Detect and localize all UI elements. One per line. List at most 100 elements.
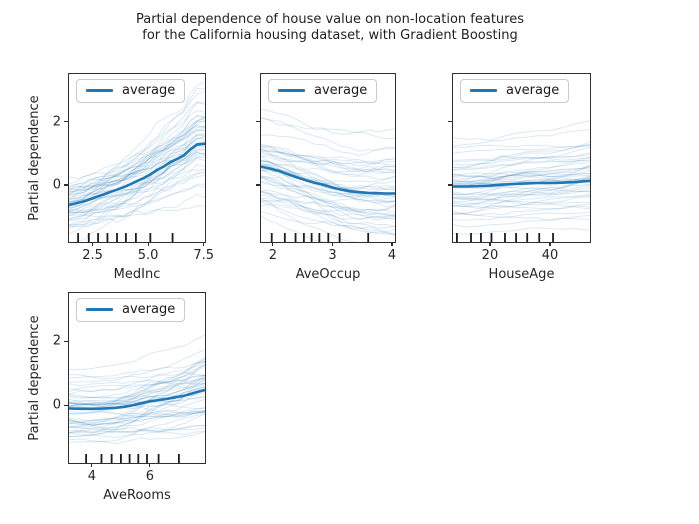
legend: average [76,298,186,322]
x-tick-label: 5.0 [137,248,159,263]
ice-line [69,144,205,187]
ice-line [453,164,590,199]
ice-line [261,200,395,217]
ice-line [69,364,205,421]
ice-line [261,202,395,233]
y-tick-mark [448,184,452,186]
ice-line [69,378,205,434]
ice-line [69,406,205,425]
plot-canvas-medinc [69,82,205,242]
ice-line [69,118,205,197]
ice-line [453,141,590,168]
ice-line [453,178,590,185]
y-tick-label: 0 [52,177,61,193]
ice-line [261,175,395,201]
ice-line [261,176,395,215]
decile-marks [77,233,174,242]
ice-line [261,117,395,152]
x-tick-mark [489,242,491,246]
ice-line [69,193,205,230]
ice-line [69,82,205,191]
ice-line [261,160,395,191]
ice-line [453,177,590,187]
ice-line [69,383,205,426]
x-tick-mark [331,242,334,246]
x-tick-mark [549,242,551,246]
ice-line [453,189,590,196]
ice-line [69,360,205,392]
y-tick-mark [64,404,68,406]
ice-line [453,155,590,161]
ice-line [69,377,205,406]
ice-line [261,162,395,204]
ice-line [69,184,205,216]
ice-line [69,158,205,221]
plot-canvas-houseage [453,120,590,242]
ice-line [261,143,395,173]
ice-lines [453,120,590,235]
ice-line [69,144,205,198]
ice-line [69,163,205,226]
legend-label: average [122,302,176,317]
ice-line [453,198,590,210]
ice-line [69,116,205,203]
ice-line [69,376,205,408]
x-axis-label: AveRooms [103,488,171,503]
x-tick-label: 3 [328,248,337,263]
ice-line [69,156,205,203]
ice-line [261,146,395,165]
ice-line [69,395,205,406]
legend: average [268,79,378,103]
average-line [453,179,590,188]
ice-line [69,143,205,222]
y-tick-mark [64,340,68,342]
figure-title: Partial dependence of house value on non… [0,12,660,44]
ice-line [69,398,205,429]
ice-line [69,152,205,207]
ice-line [453,152,590,166]
ice-line [453,172,590,184]
legend-line-swatch [86,308,113,311]
x-axis-label: MedInc [113,267,161,282]
ice-line [261,168,395,212]
ice-line [453,166,590,178]
decile-marks [85,454,180,463]
ice-line [453,144,590,154]
y-tick-mark [64,120,68,123]
ice-line [261,190,395,213]
y-tick-mark [256,184,260,186]
ice-line [69,134,205,211]
ice-line [261,108,395,134]
legend-line-swatch [470,89,497,92]
x-tick-mark [91,463,93,467]
ice-line [69,174,205,214]
legend-label: average [122,83,176,98]
figure-title-line1: Partial dependence of house value on non… [135,12,524,27]
ice-line [69,91,205,201]
ice-line [453,169,590,185]
ice-line [453,214,590,228]
ice-line [69,146,205,212]
ice-line [453,129,590,147]
ice-lines [261,108,395,242]
ice-line [69,125,205,211]
ice-line [453,196,590,215]
ice-line [453,213,590,222]
ice-line [69,121,205,202]
ice-line [261,180,395,211]
ice-line [261,155,395,164]
ice-line [69,110,205,191]
ice-line [69,358,205,405]
ice-line [453,194,590,207]
ice-line [69,411,205,428]
x-axis-label: HouseAge [488,267,555,282]
ice-line [453,172,590,183]
legend-label: average [506,83,560,98]
ice-line [453,159,590,169]
y-tick-mark [448,120,452,123]
ice-line [69,364,205,407]
ice-lines [69,82,205,242]
ice-line [261,191,395,219]
ice-line [453,144,590,148]
ice-line [261,150,395,166]
